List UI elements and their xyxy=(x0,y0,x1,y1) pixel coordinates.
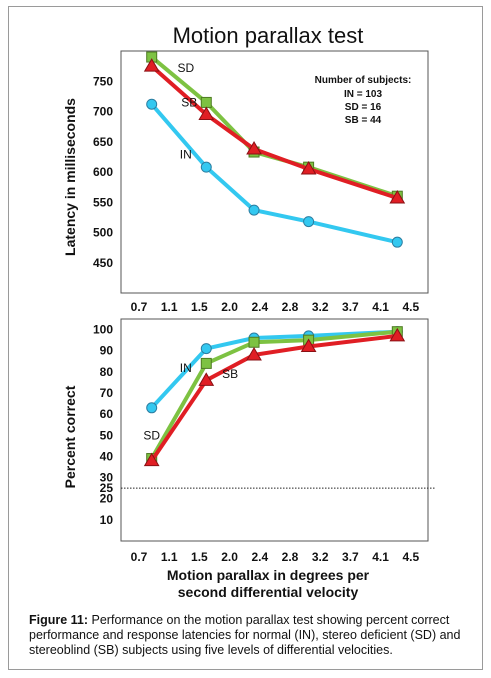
bottom-y-tick-90: 90 xyxy=(100,344,114,358)
top-y-tick-650: 650 xyxy=(93,135,113,149)
bottom-x-tick-4.1: 4.1 xyxy=(372,550,389,564)
bottom-x-tick-2.4: 2.4 xyxy=(251,550,268,564)
caption-text: Performance on the motion parallax test … xyxy=(29,613,461,657)
top-x-tick-4.1: 4.1 xyxy=(372,300,389,314)
bottom-y-tick-100: 100 xyxy=(93,323,113,337)
top-y-tick-550: 550 xyxy=(93,195,113,209)
bottom-x-tick-3.7: 3.7 xyxy=(342,550,359,564)
bottom-point-sb-2 xyxy=(246,346,262,361)
bottom-x-tick-3.2: 3.2 xyxy=(312,550,329,564)
top-x-tick-4.5: 4.5 xyxy=(402,300,419,314)
top-label-sb: SB xyxy=(181,96,197,110)
bottom-y-tick-40: 40 xyxy=(100,449,114,463)
top-x-tick-2.4: 2.4 xyxy=(251,300,268,314)
bottom-point-sb-4 xyxy=(389,327,406,342)
bottom-y-tick-10: 10 xyxy=(100,513,114,527)
bottom-point-in-1 xyxy=(200,343,212,355)
bottom-y-tick-20: 20 xyxy=(100,492,114,506)
bottom-y-tick-80: 80 xyxy=(100,365,114,379)
figure-panel: Motion parallax test Latency in millisec… xyxy=(8,6,483,670)
top-point-in-3 xyxy=(303,216,315,228)
top-point-sb-1 xyxy=(198,106,215,121)
top-point-sb-4 xyxy=(389,190,406,204)
top-label-in: IN xyxy=(180,148,192,162)
top-x-tick-3.2: 3.2 xyxy=(312,300,329,314)
bottom-chart-y-axis-label: Percent correct xyxy=(62,385,78,488)
top-point-sb-2 xyxy=(246,141,262,155)
top-x-tick-1.1: 1.1 xyxy=(161,300,178,314)
top-y-tick-700: 700 xyxy=(93,105,113,119)
top-x-tick-0.7: 0.7 xyxy=(131,300,148,314)
x-axis-label-line-2: second differential velocity xyxy=(178,584,359,600)
bottom-y-tick-25: 25 xyxy=(100,481,114,495)
figure-caption: Figure 11: Performance on the motion par… xyxy=(29,613,479,658)
bottom-point-sb-0 xyxy=(143,452,160,467)
legend-line-sb: SB = 44 xyxy=(345,115,382,126)
legend-line-sd: SD = 16 xyxy=(345,102,382,113)
legend-title: Number of subjects: xyxy=(315,75,412,86)
bottom-x-tick-4.5: 4.5 xyxy=(402,550,419,564)
top-chart-plot-area xyxy=(120,50,429,294)
bottom-point-in-0 xyxy=(146,402,158,414)
bottom-x-tick-1.5: 1.5 xyxy=(191,550,208,564)
bottom-point-sd-1 xyxy=(200,357,212,369)
top-x-tick-2.8: 2.8 xyxy=(282,300,299,314)
top-point-sd-1 xyxy=(200,96,212,108)
x-axis-label-line-1: Motion parallax in degrees per xyxy=(167,567,370,583)
charts-svg: Motion parallax test Latency in millisec… xyxy=(62,23,436,600)
caption-label: Figure 11: xyxy=(29,613,89,627)
top-y-tick-750: 750 xyxy=(93,74,113,88)
bottom-label-sb: SB xyxy=(222,367,238,381)
bottom-y-tick-70: 70 xyxy=(100,386,114,400)
top-x-tick-1.5: 1.5 xyxy=(191,300,208,314)
top-y-tick-600: 600 xyxy=(93,165,113,179)
top-point-in-0 xyxy=(146,98,158,110)
bottom-label-sd: SD xyxy=(143,429,160,443)
top-point-in-2 xyxy=(248,204,260,216)
top-label-sd: SD xyxy=(177,61,194,75)
bottom-x-tick-2.8: 2.8 xyxy=(282,550,299,564)
top-point-sb-0 xyxy=(143,58,160,72)
bottom-x-tick-1.1: 1.1 xyxy=(161,550,178,564)
top-chart-title: Motion parallax test xyxy=(173,23,364,48)
bottom-x-tick-0.7: 0.7 xyxy=(131,550,148,564)
bottom-y-tick-50: 50 xyxy=(100,428,114,442)
bottom-point-sb-3 xyxy=(300,338,317,352)
top-chart-legend: Number of subjects: IN = 103 SD = 16 SB … xyxy=(315,75,412,126)
top-x-tick-2.0: 2.0 xyxy=(221,300,238,314)
top-y-tick-450: 450 xyxy=(93,256,113,270)
bottom-label-in: IN xyxy=(180,361,192,375)
bottom-y-tick-60: 60 xyxy=(100,407,114,421)
top-point-in-1 xyxy=(200,161,212,173)
top-chart-y-axis-label: Latency in milliseconds xyxy=(62,98,78,256)
bottom-point-sd-2 xyxy=(248,336,260,348)
top-point-sb-3 xyxy=(300,160,317,175)
legend-line-in: IN = 103 xyxy=(344,89,383,100)
top-x-tick-3.7: 3.7 xyxy=(342,300,359,314)
top-point-in-4 xyxy=(391,236,403,248)
bottom-y-tick-30: 30 xyxy=(100,471,114,485)
bottom-x-tick-2.0: 2.0 xyxy=(221,550,238,564)
top-y-tick-500: 500 xyxy=(93,226,113,240)
bottom-point-sb-1 xyxy=(198,372,215,386)
